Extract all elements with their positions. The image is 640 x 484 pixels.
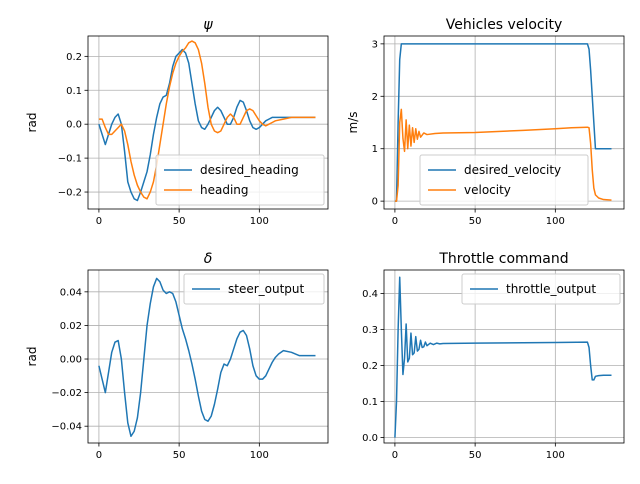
x-tick-label: 50 <box>173 450 186 461</box>
subplot-1: 0 50 100 0 1 2 3 Vehicles velocity m/s desired_ve… <box>346 17 625 227</box>
legend-label: heading <box>200 183 249 197</box>
series-line-heading <box>98 40 316 200</box>
x-tick-label: 100 <box>546 450 565 461</box>
legend-label: velocity <box>464 183 511 197</box>
legend-label: throttle_output <box>506 282 596 296</box>
x-tick-label: 100 <box>250 450 269 461</box>
legend-label: desired_velocity <box>464 163 561 177</box>
y-axis-label: rad <box>25 347 39 367</box>
plot-title: Vehicles velocity <box>446 17 563 33</box>
y-tick-label: 1 <box>372 144 378 155</box>
y-tick-label: −0.04 <box>51 422 82 433</box>
legend-box <box>461 273 621 305</box>
x-tick-label: 0 <box>392 450 398 461</box>
y-axis-label: m/s <box>346 112 360 134</box>
y-tick-label: 0.2 <box>362 361 378 372</box>
legend-label: steer_output <box>228 282 305 296</box>
x-tick-label: 50 <box>469 450 482 461</box>
x-tick-label: 0 <box>96 216 102 227</box>
series-line-desired_velocity <box>394 43 612 202</box>
y-tick-label: 0.00 <box>60 355 82 366</box>
y-tick-label: 0.02 <box>60 321 82 332</box>
y-tick-label: −0.2 <box>58 188 82 199</box>
y-tick-label: 2 <box>372 92 378 103</box>
y-tick-label: 0.04 <box>60 287 82 298</box>
y-tick-label: 0.0 <box>66 120 82 131</box>
y-axis-label: rad <box>25 113 39 133</box>
legend: desired_velocity velocity <box>419 154 589 206</box>
x-tick-label: 0 <box>392 216 398 227</box>
plot-title: Throttle command <box>438 251 568 267</box>
legend: steer_output <box>183 273 325 305</box>
x-tick-label: 50 <box>469 216 482 227</box>
legend: throttle_output <box>461 273 621 305</box>
y-tick-label: −0.1 <box>58 154 82 165</box>
y-tick-label: 0.0 <box>362 433 378 444</box>
subplot-3: 0 50 100 0.0 0.1 0.2 0.3 0.4 Throttle command thr… <box>362 251 625 461</box>
y-tick-label: 0.4 <box>362 289 378 300</box>
series-line-steer_output <box>98 277 316 438</box>
y-tick-label: 0.3 <box>362 325 378 336</box>
axes-frame <box>383 269 625 444</box>
y-tick-label: 0.2 <box>66 52 82 63</box>
series-line-throttle_output <box>394 276 612 438</box>
plot-title: ψ <box>203 17 213 33</box>
y-tick-label: −0.02 <box>51 388 82 399</box>
y-tick-label: 0 <box>372 197 378 208</box>
y-tick-label: 0.1 <box>362 397 378 408</box>
plot-title: δ <box>204 251 213 267</box>
legend-label: desired_heading <box>200 163 299 177</box>
x-tick-label: 50 <box>173 216 186 227</box>
legend-box <box>419 154 589 206</box>
y-tick-label: 0.1 <box>66 86 82 97</box>
subplot-2: 0 50 100 −0.04 −0.02 0.00 0.02 0.04 δ rad steer_ou… <box>25 251 329 461</box>
x-tick-label: 0 <box>96 450 102 461</box>
axes-frame <box>383 35 625 210</box>
x-tick-label: 100 <box>546 216 565 227</box>
legend-box <box>183 273 325 305</box>
legend-box <box>155 154 325 206</box>
axes-frame <box>87 269 329 444</box>
x-tick-label: 100 <box>250 216 269 227</box>
axes-frame <box>87 35 329 210</box>
y-tick-label: 3 <box>372 39 378 50</box>
series-line-velocity <box>394 108 612 202</box>
series-line-desired_heading <box>98 48 316 202</box>
subplot-0: 0 50 100 −0.2 −0.1 0.0 0.1 0.2 ψ rad desired_headi… <box>25 17 329 227</box>
